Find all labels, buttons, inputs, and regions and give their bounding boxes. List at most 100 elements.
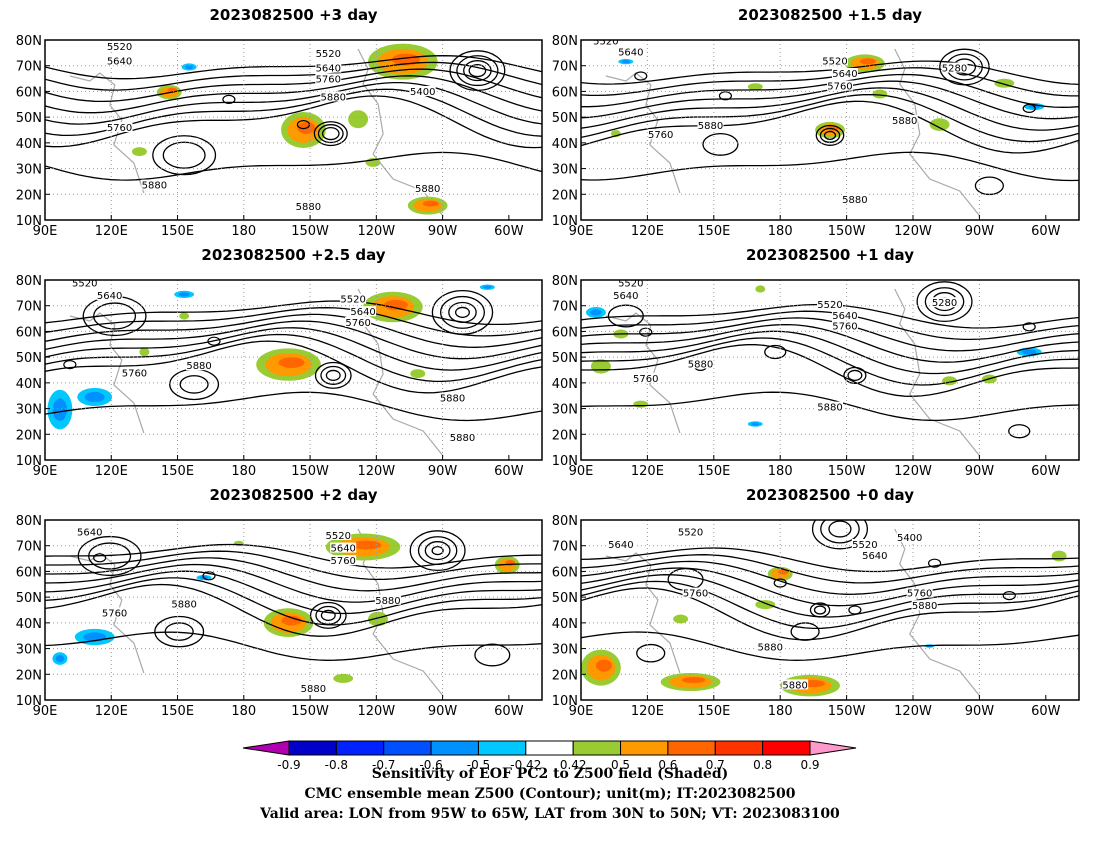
lat-tick-label: 70N (552, 300, 578, 315)
lon-tick-label: 120E (95, 704, 128, 719)
positive-sensitivity-peak (383, 299, 408, 311)
lon-tick-label: 90W (965, 464, 995, 479)
contour-label: 5760 (832, 322, 857, 333)
lon-tick-label: 150W (828, 224, 866, 239)
lon-tick-label: 150W (291, 224, 329, 239)
contour-label-bg (300, 683, 327, 693)
lat-tick-label: 20N (16, 188, 42, 203)
lat-tick-label: 10N (16, 214, 42, 229)
closed-low-contour (819, 127, 841, 143)
contour-label: 5880 (782, 680, 807, 691)
lat-tick-label: 30N (16, 163, 42, 178)
z500-contour (45, 583, 542, 637)
lat-tick-label: 70N (16, 60, 42, 75)
lat-tick-label: 10N (16, 694, 42, 709)
contour-label: 5640 (608, 540, 633, 551)
negative-sensitivity-core (184, 64, 194, 70)
z500-contour (581, 100, 1079, 154)
lat-tick-label: 40N (16, 377, 42, 392)
z500-contour (45, 557, 542, 592)
closed-high-contour (607, 304, 644, 328)
lat-tick-label: 70N (552, 60, 578, 75)
contour-label-bg (350, 306, 377, 317)
contour-label-bg (782, 679, 809, 690)
contour-label: 5760 (907, 589, 932, 600)
contour-label-bg (931, 297, 958, 308)
lat-tick-label: 40N (16, 617, 42, 632)
lon-tick-label: 120W (357, 704, 395, 719)
contour-label: 5760 (107, 123, 132, 134)
positive-sensitivity-peak (351, 540, 381, 550)
contour-label-bg (171, 598, 198, 609)
lon-tick-label: 120E (95, 464, 128, 479)
contour-label-bg (911, 600, 938, 611)
colorbar-segment (335, 740, 385, 756)
closed-low-contour (809, 602, 831, 618)
contour-label-bg (817, 299, 843, 309)
lat-tick-label: 80N (552, 514, 578, 529)
positive-sensitivity-area (348, 110, 369, 129)
caption-line-3: Valid area: LON from 95W to 65W, LAT fro… (260, 806, 840, 822)
lon-tick-label: 180 (768, 464, 793, 479)
lon-tick-label: 120W (894, 704, 932, 719)
colorbar-segment (477, 740, 527, 756)
closed-low-contour (843, 366, 867, 384)
z500-contour (45, 81, 542, 125)
lat-tick-label: 20N (16, 428, 42, 443)
closed-low-contour (815, 124, 845, 146)
contour-label-bg (687, 358, 714, 369)
closed-low-contour (456, 55, 499, 87)
contour-label-bg (71, 280, 98, 288)
contour-label-bg (817, 401, 843, 412)
contour-label: 5520 (817, 300, 842, 311)
closed-low-contour (463, 60, 492, 82)
panel-title: 2023082500 +2.5 day (201, 246, 385, 264)
asia-coastline (605, 312, 681, 434)
closed-low-contour (431, 289, 494, 335)
contour-label: 5640 (77, 527, 102, 538)
z500-contour (581, 580, 1079, 630)
positive-sensitivity-peak (681, 677, 706, 683)
contour-label-bg (320, 91, 347, 102)
positive-sensitivity-area (410, 369, 426, 379)
closed-low-contour (454, 306, 470, 318)
contour-label: 5640 (832, 69, 857, 80)
panel-frame (44, 39, 543, 221)
contour-label: 5760 (633, 374, 658, 385)
lat-tick-label: 30N (16, 643, 42, 658)
contour-label: 5640 (97, 291, 122, 302)
z500-contour (581, 337, 1079, 386)
contour-label: 5640 (316, 64, 341, 75)
negative-sensitivity-core (1022, 349, 1037, 355)
z500-contour (581, 567, 1079, 607)
contour-label: 5880 (186, 361, 211, 372)
positive-sensitivity-area (368, 611, 388, 627)
contour-label: 5520 (852, 540, 877, 551)
z500-contour (45, 333, 542, 383)
positive-sensitivity-area (333, 673, 354, 683)
contour-label-bg (295, 201, 322, 212)
lat-tick-label: 60N (16, 565, 42, 580)
closed-high-contour (77, 535, 142, 577)
closed-high-contour (790, 622, 820, 641)
contour-label-bg (896, 531, 923, 542)
contour-label-bg (76, 526, 103, 537)
closed-low-contour (424, 541, 451, 561)
closed-high-contour (764, 344, 787, 360)
lon-tick-label: 150E (697, 464, 730, 479)
colorbar-segment (430, 740, 479, 756)
lat-tick-label: 30N (552, 403, 578, 418)
lat-tick-label: 40N (16, 137, 42, 152)
panel-frame (580, 39, 1080, 221)
lon-tick-label: 120W (894, 464, 932, 479)
lat-tick-label: 50N (552, 351, 578, 366)
z500-contour-5880 (581, 151, 1079, 182)
positive-sensitivity-area (755, 600, 776, 610)
lat-tick-label: 20N (552, 668, 578, 683)
lat-tick-label: 10N (552, 214, 578, 229)
closed-low-contour (320, 609, 336, 622)
